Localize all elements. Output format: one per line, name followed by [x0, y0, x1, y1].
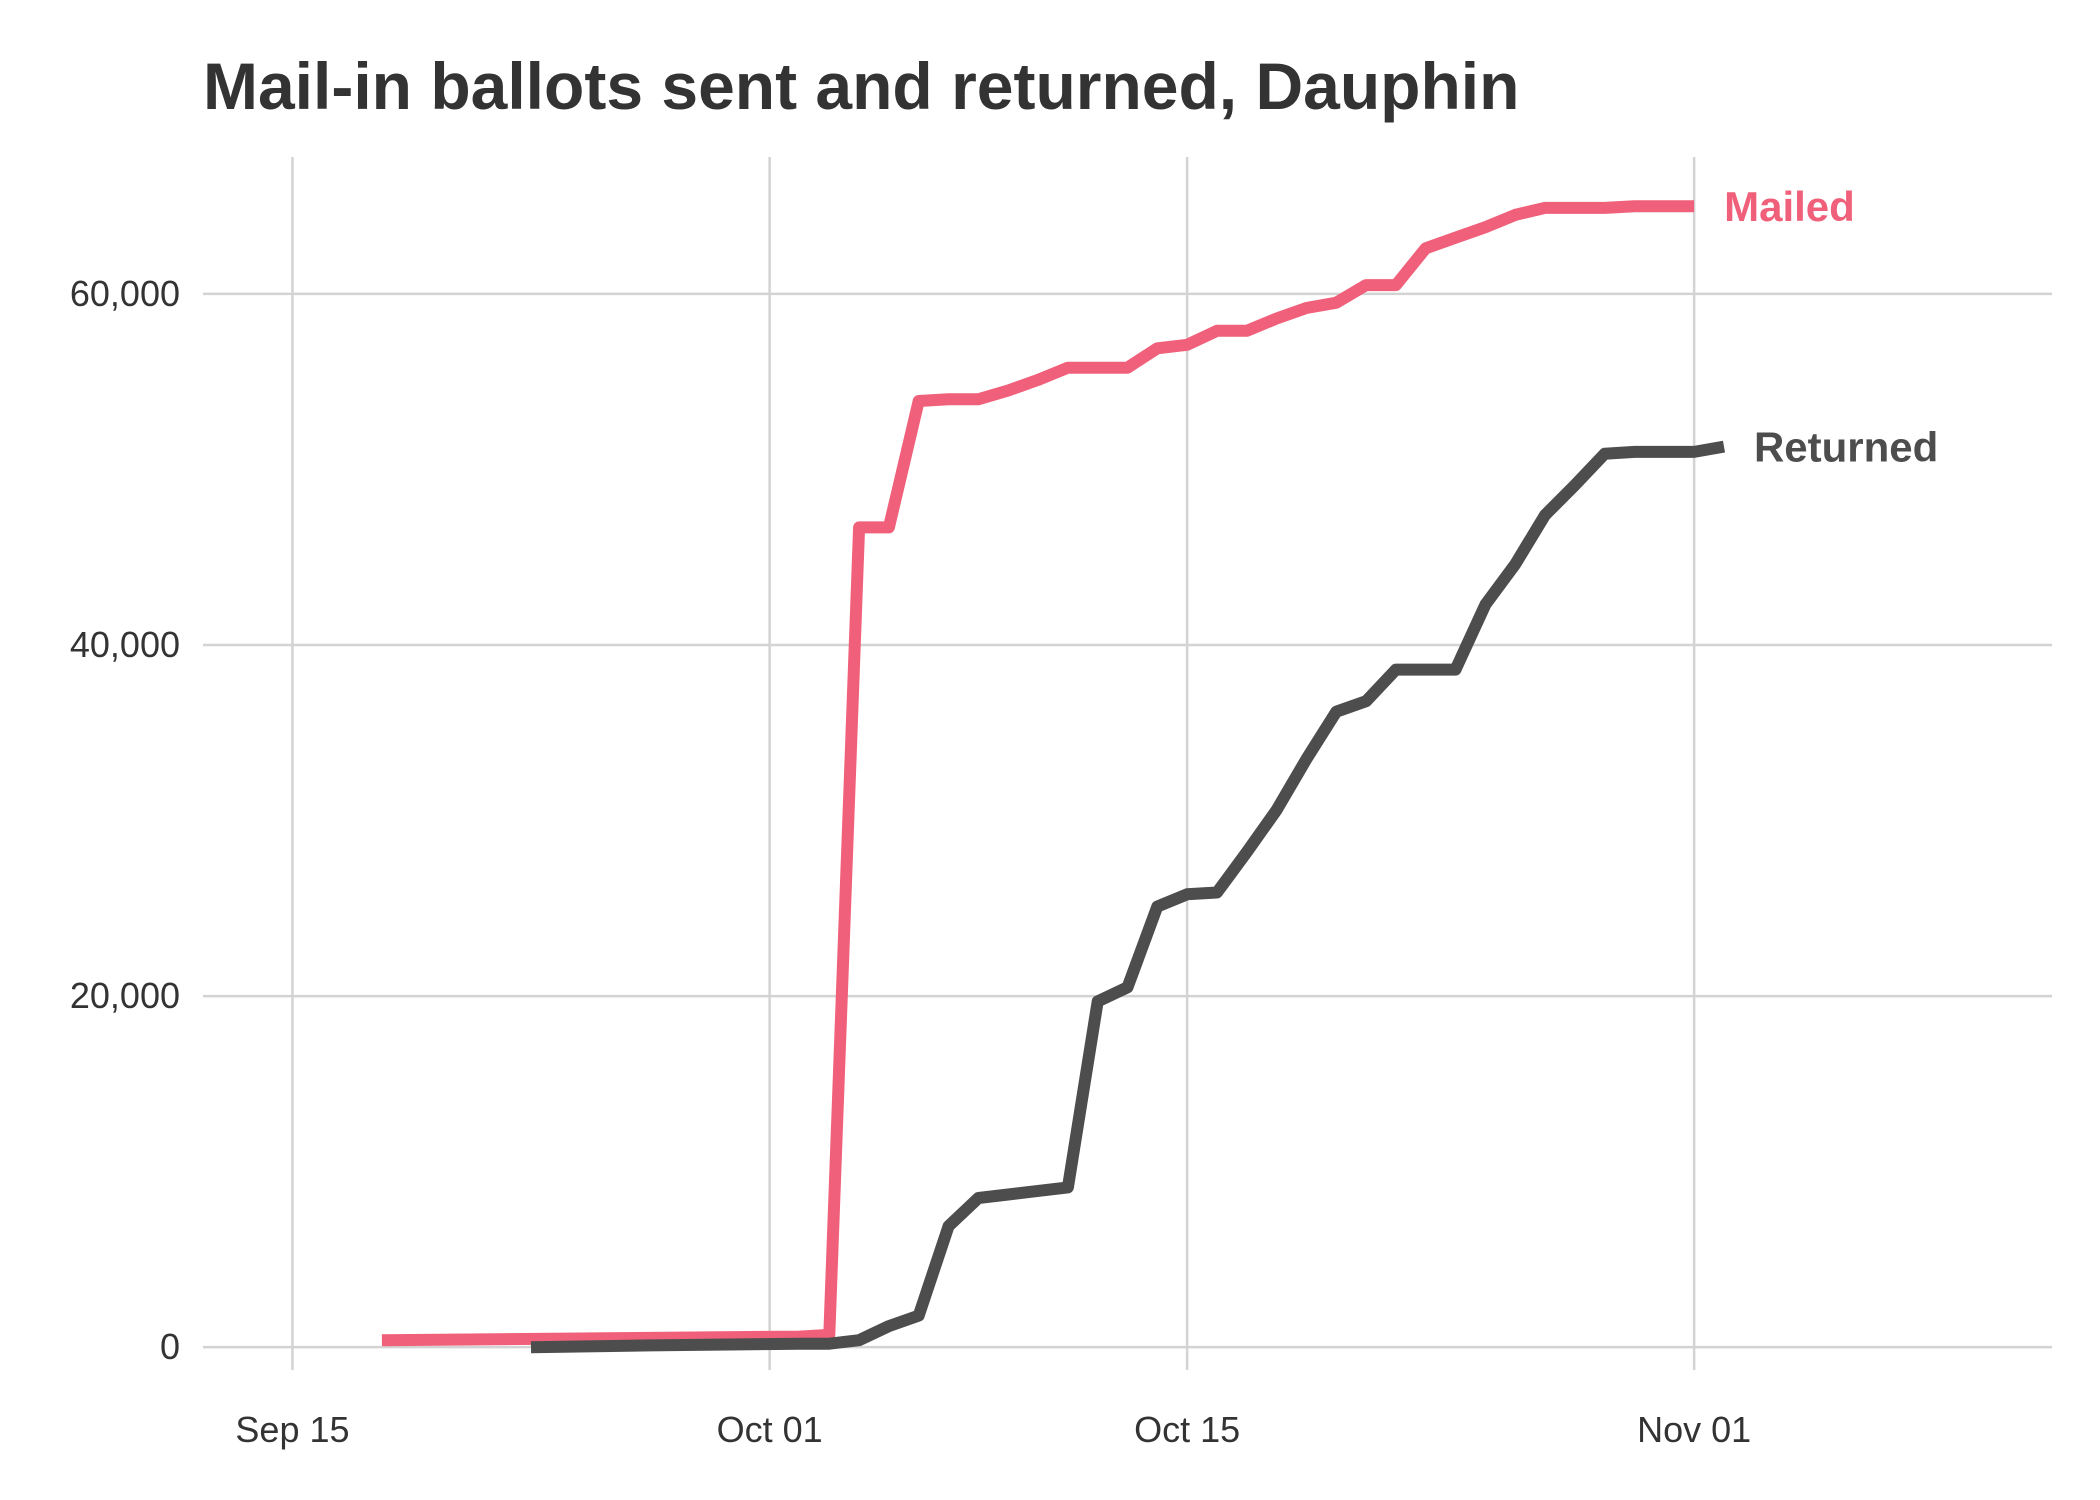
series-label-returned: Returned [1754, 424, 1938, 471]
y-tick-label: 40,000 [70, 624, 180, 665]
series-lines [381, 200, 1726, 1354]
x-tick-label: Oct 15 [1134, 1409, 1240, 1450]
series-line-mailed [381, 200, 1695, 1347]
x-tick-label: Nov 01 [1637, 1409, 1751, 1450]
x-tick-label: Sep 15 [235, 1409, 349, 1450]
series-line-returned [530, 440, 1726, 1354]
grid-lines [203, 157, 2052, 1370]
y-tick-label: 60,000 [70, 273, 180, 314]
x-tick-label: Oct 01 [717, 1409, 823, 1450]
series-labels: Mailed Returned [1724, 183, 1938, 470]
chart-title: Mail-in ballots sent and returned, Dauph… [203, 49, 1520, 123]
axis-tick-labels: 0 20,000 40,000 60,000 Sep 15 Oct 01 Oct 15 Nov… [70, 273, 1751, 1450]
series-label-mailed: Mailed [1724, 183, 1855, 230]
y-tick-label: 0 [160, 1326, 180, 1367]
y-tick-label: 20,000 [70, 975, 180, 1016]
